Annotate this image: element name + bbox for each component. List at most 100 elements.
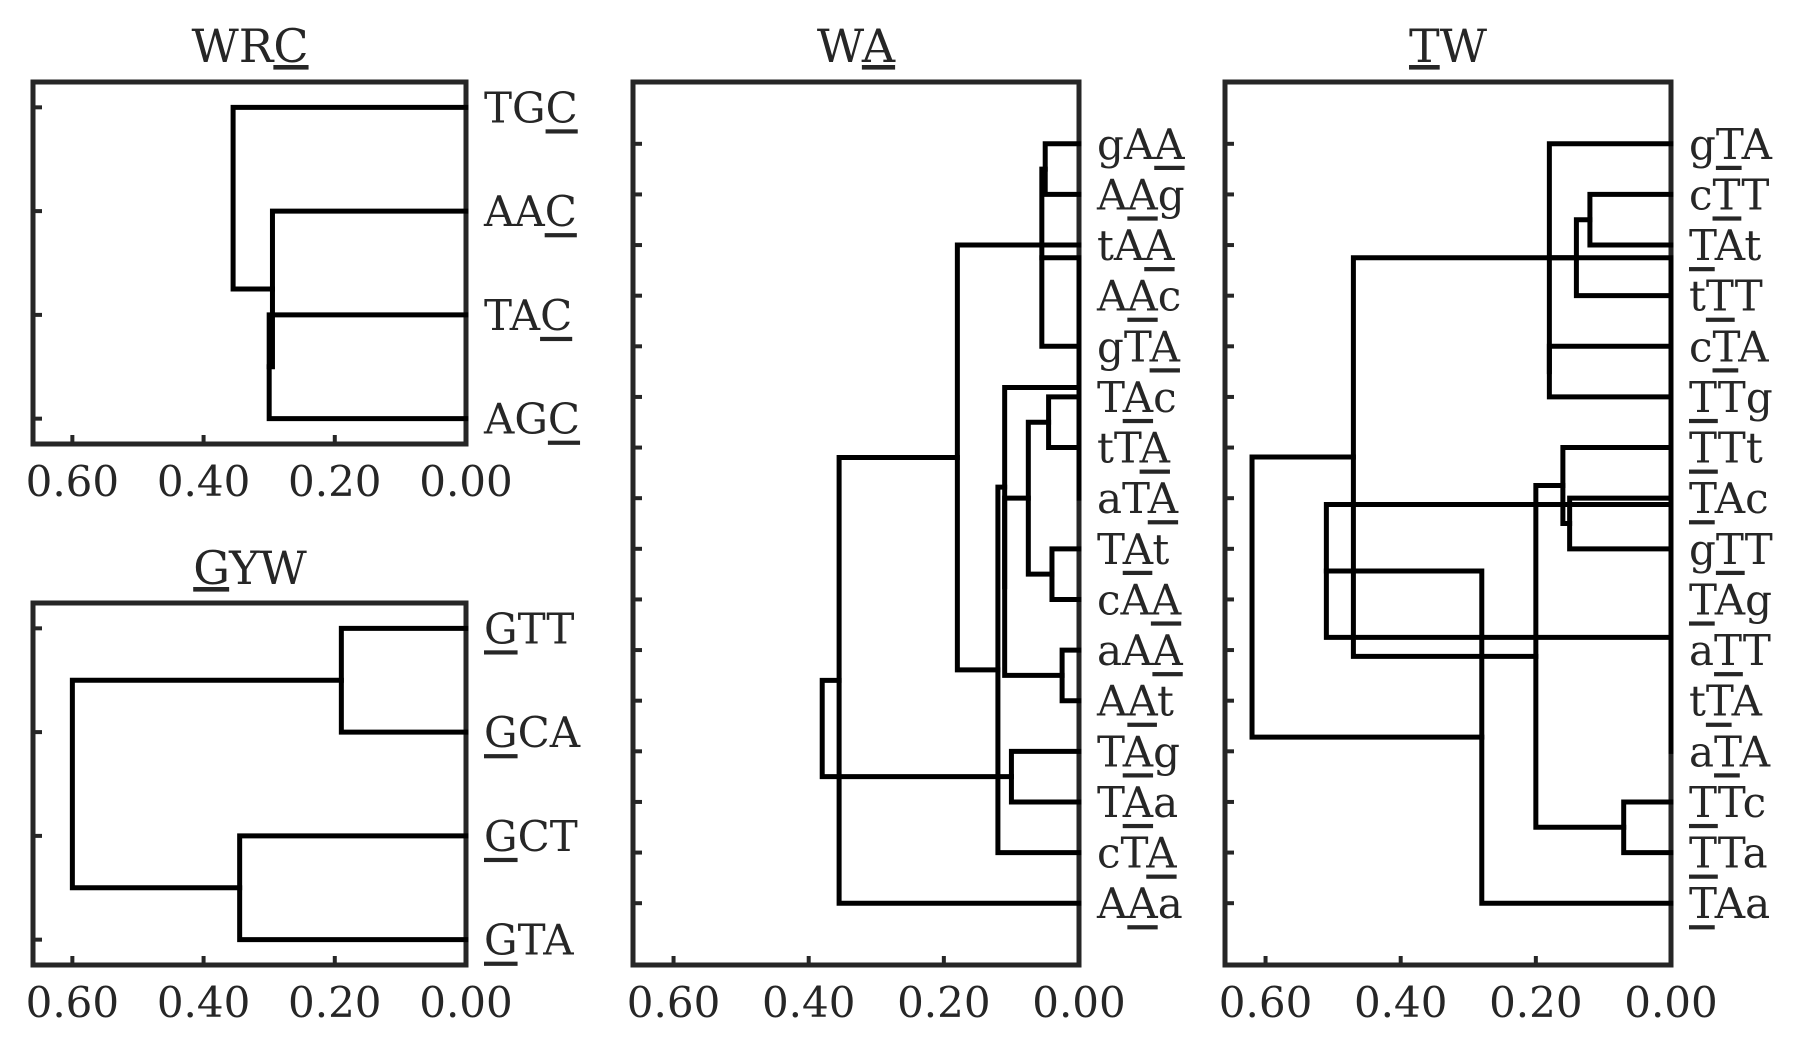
dendrogram-link [266, 312, 469, 422]
dendrogram-link [230, 104, 469, 292]
x-tick-label: 0.40 [157, 978, 251, 1027]
dendrogram-link [1546, 141, 1674, 375]
axes-box-tw [1222, 79, 1674, 968]
panel-title-wrc: WRC [191, 19, 308, 73]
leaf-label: gTT [1689, 524, 1773, 573]
dendrogram-link [266, 208, 469, 370]
leaf-label: cTA [1689, 322, 1769, 371]
leaf-label: TAg [1689, 575, 1772, 624]
panel-title-gyw: GYW [193, 541, 307, 595]
dendrogram-links-wrc [230, 104, 469, 422]
leaf-label: AAc [1096, 271, 1181, 320]
leaf-label: tTA [1689, 676, 1763, 725]
leaf-label: AGC [483, 394, 580, 443]
leaf-label: AAg [1096, 170, 1185, 219]
leaf-label: aTT [1689, 626, 1771, 675]
leaf-label: TAc [1689, 474, 1769, 523]
x-axis-ticks-wrc: 0.60 0.40 0.20 0.00 [26, 435, 513, 506]
leaf-label: aTA [1689, 727, 1771, 776]
panel-tw: TW 0.60 0.40 0.20 0.00 gTAcTTTAttTTcTATTgTT… [1219, 19, 1773, 1027]
leaf-label: AAC [483, 187, 577, 236]
leaf-label: TAt [1689, 221, 1761, 270]
leaf-label: TAg [1097, 727, 1180, 776]
leaf-label: tTA [1097, 423, 1171, 472]
leaf-label: TTt [1689, 423, 1763, 472]
dendrogram-link [1546, 255, 1674, 754]
x-axis-ticks-gyw: 0.60 0.40 0.20 0.00 [26, 956, 513, 1027]
leaf-label: cTT [1689, 170, 1769, 219]
x-tick-label: 0.00 [419, 457, 513, 506]
panel-gyw: GYW 0.60 0.40 0.20 0.00 GTT GCA GCT GTA [26, 541, 581, 1027]
leaf-label: gTA [1689, 119, 1773, 168]
x-tick-label: 0.60 [26, 978, 120, 1027]
x-tick-label: 0.40 [1354, 978, 1448, 1027]
dendrogram-link [1533, 483, 1627, 830]
dendrogram-link [69, 677, 344, 891]
y-axis-ticks-tw [1225, 141, 1234, 906]
x-tick-label: 0.20 [897, 978, 991, 1027]
panel-wa: WA 0.60 0.40 0.20 0.00 gAAAAgtAAAAcgTATActT… [627, 19, 1185, 1027]
leaf-label: TAa [1689, 879, 1770, 928]
dendrogram-link [1560, 445, 1674, 526]
dendrogram-link [1049, 546, 1082, 602]
leaf-label: aTA [1097, 474, 1179, 523]
x-tick-label: 0.00 [1624, 978, 1718, 1027]
dendrogram-links-wa [819, 141, 1082, 906]
x-axis-ticks-wa: 0.60 0.40 0.20 0.00 [627, 956, 1126, 1027]
dendrogram-links-gyw [69, 625, 469, 943]
x-tick-label: 0.20 [288, 457, 382, 506]
dendrogram-link [819, 677, 1014, 780]
leaf-label: TAa [1097, 777, 1178, 826]
axes-box-wrc [30, 79, 469, 447]
dendrogram-link [1042, 141, 1082, 197]
panel-title-wa: WA [817, 19, 896, 73]
y-axis-ticks-wrc [33, 105, 42, 421]
leaf-labels-wrc: TGC AAC TAC AGC [483, 83, 580, 443]
x-tick-label: 0.60 [1219, 978, 1313, 1027]
x-tick-label: 0.60 [627, 978, 721, 1027]
leaf-label: gTA [1097, 322, 1181, 371]
dendrogram-links-tw [1249, 141, 1674, 906]
dendrogram-link [1546, 343, 1674, 400]
leaf-label: cAA [1097, 575, 1182, 624]
dendrogram-link [1350, 255, 1579, 659]
dendrogram-link [1046, 394, 1082, 451]
leaf-label: TAt [1097, 524, 1169, 573]
leaf-label: TAc [1097, 372, 1177, 421]
y-axis-ticks-gyw [33, 626, 42, 942]
leaf-label: GCT [484, 811, 578, 860]
leaf-label: TTa [1689, 828, 1768, 877]
leaf-label: AAt [1096, 676, 1174, 725]
leaf-labels-wa: gAAAAgtAAAAcgTATActTAaTATAtcAAaAAAAtTAgT… [1096, 119, 1185, 927]
dendrogram-link [338, 625, 469, 735]
leaf-label: AAa [1096, 879, 1183, 928]
x-tick-label: 0.00 [1032, 978, 1126, 1027]
leaf-label: GTT [484, 604, 574, 653]
panel-title-tw: TW [1409, 19, 1488, 73]
dendrogram-link [1002, 384, 1082, 590]
dendrogram-link [1621, 799, 1674, 856]
dendrogram-link [1587, 191, 1674, 248]
leaf-label: TTc [1689, 777, 1766, 826]
leaf-label: tTT [1689, 271, 1763, 320]
dendrogram-link [237, 833, 469, 943]
leaf-labels-tw: gTAcTTTAttTTcTATTgTTtTAcgTTTAgaTTtTAaTAT… [1689, 119, 1773, 927]
dendrogram-link [954, 242, 1082, 673]
dendrogram-link [1059, 647, 1082, 704]
leaf-label: GCA [484, 708, 581, 757]
leaf-label: cTA [1097, 828, 1177, 877]
x-tick-label: 0.20 [1489, 978, 1583, 1027]
dendrogram-link [1008, 748, 1082, 805]
x-tick-label: 0.00 [419, 978, 513, 1027]
x-tick-label: 0.40 [157, 457, 251, 506]
leaf-label: GTA [484, 915, 574, 964]
x-tick-label: 0.20 [288, 978, 382, 1027]
leaf-label: TGC [484, 83, 578, 132]
x-tick-label: 0.40 [762, 978, 856, 1027]
leaf-labels-gyw: GTT GCA GCT GTA [484, 604, 581, 964]
leaf-label: tAA [1097, 221, 1175, 270]
dendrogram-link [1249, 454, 1485, 740]
panel-wrc: WRC 0.60 0.40 0.20 0.00 TGC AAC TAC AGC [26, 19, 580, 506]
x-axis-ticks-tw: 0.60 0.40 0.20 0.00 [1219, 956, 1718, 1027]
